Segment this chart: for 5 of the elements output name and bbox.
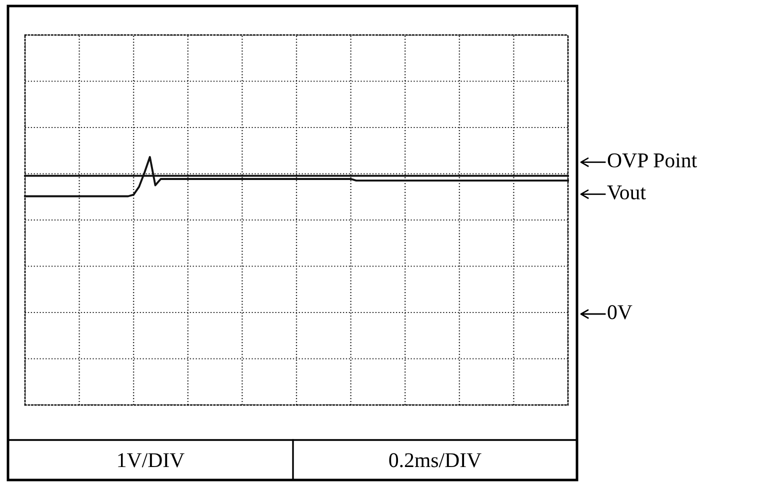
text: 1V/DIV <box>118 453 184 468</box>
series-label: Vout <box>607 186 646 200</box>
text: 0V <box>608 305 632 320</box>
series-label: OVP Point <box>608 153 697 168</box>
text: 0.2ms/DIV <box>389 453 482 468</box>
